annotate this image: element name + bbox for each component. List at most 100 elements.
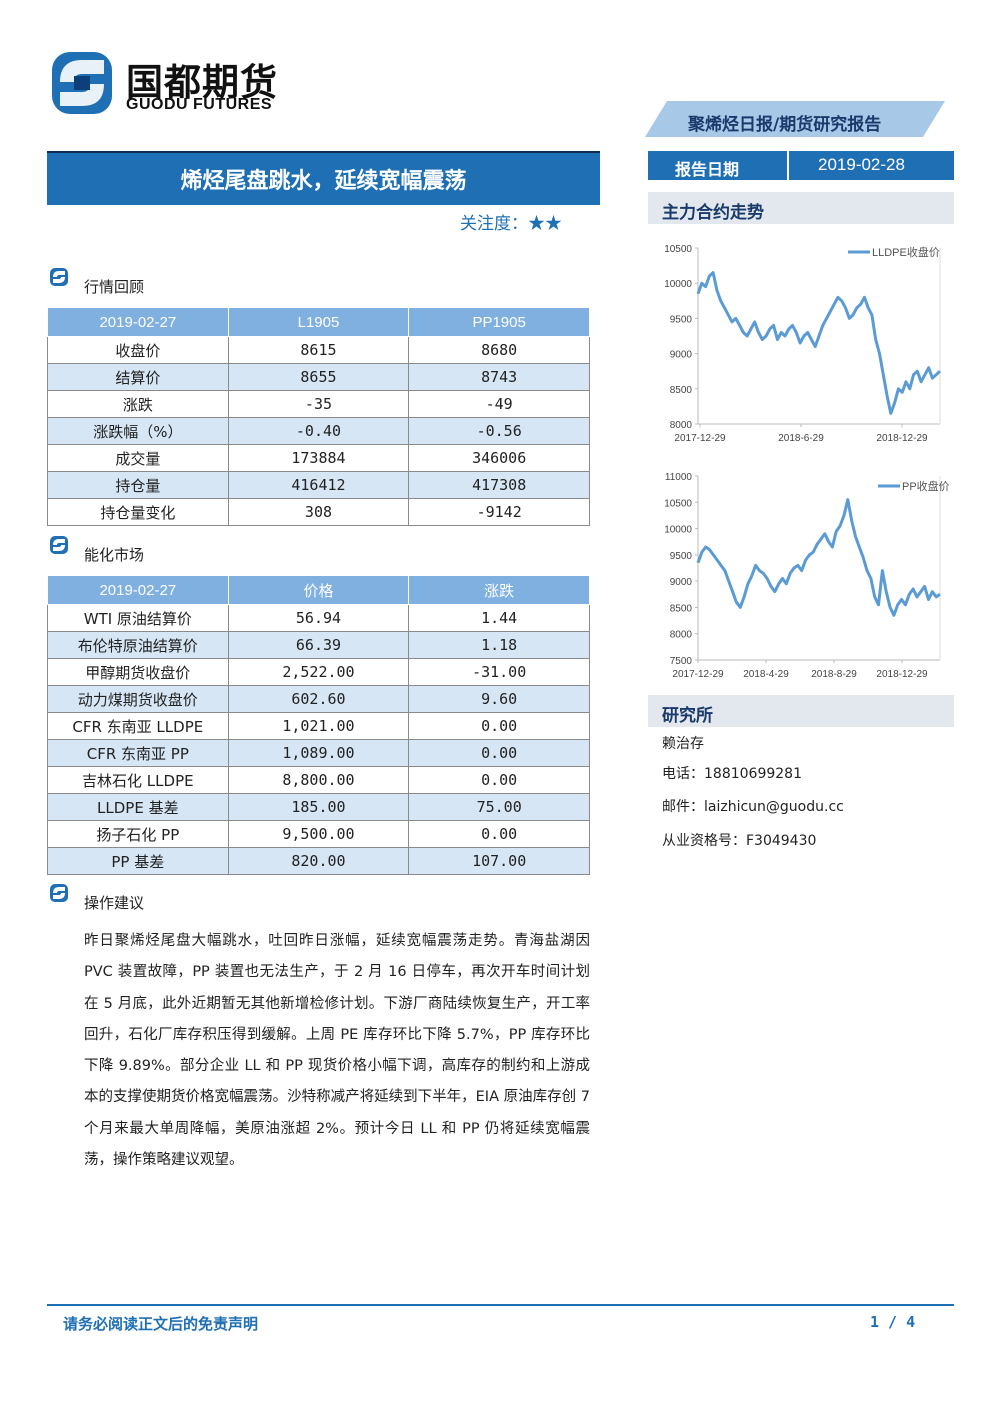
cell-value: 346006 [408,444,590,472]
y-tick-label: 9500 [670,551,693,562]
cell-value: -31.00 [408,658,590,686]
table-header-row: 2019-02-27 价格 涨跌 [47,575,590,605]
title-bar [47,151,600,205]
table-row: 涨跌 -35 -49 [47,390,590,418]
cell-value: 1.44 [408,604,590,632]
pp-chart: 7500 8000 8500 9000 9500 10000 10500 11000 2017-… [664,472,950,680]
table-header-row: 2019-02-27 L1905 PP1905 [47,307,590,337]
table-row: WTI 原油结算价 56.94 1.44 [47,604,590,632]
cell-value: 8743 [408,363,590,391]
y-tick-label: 10000 [664,525,692,536]
cell-value: 8680 [408,336,590,364]
cell-value: 9,500.00 [227,820,410,848]
cell-value: 56.94 [227,604,410,632]
y-tick-label: 8500 [670,385,693,396]
cell-value: 0.00 [408,739,590,767]
series-line [696,498,941,617]
cell-value: 0.00 [408,712,590,740]
divider [787,151,789,180]
cell-value: 308 [227,498,410,526]
column-header: 2019-02-27 [47,307,229,337]
analyst-license: 从业资格号：F3049430 [662,833,817,849]
report-date-label: 报告日期 [675,160,740,179]
y-tick-label: 7500 [670,656,693,667]
section-title-energy-market: 能化市场 [84,546,145,564]
y-tick-label: 10500 [664,244,692,255]
lldpe-chart: 8000 8500 9000 9500 10000 10500 2017-12-29 2018… [664,244,942,444]
y-tick-label: 10000 [664,279,692,290]
legend-label: PP收盘价 [902,479,950,493]
cell-value: 820.00 [227,847,410,875]
row-label: 甲醇期货收盘价 [47,658,229,686]
row-label: 持仓量变化 [47,498,229,526]
section-swirl-icon [50,268,68,286]
table-row: 动力煤期货收盘价 602.60 9.60 [47,685,590,713]
attention-rating: 关注度：★★ [460,209,562,234]
cell-value: 66.39 [227,631,410,659]
table-row: CFR 东南亚 PP 1,089.00 0.00 [47,739,590,767]
table-row: CFR 东南亚 LLDPE 1,021.00 0.00 [47,712,590,740]
column-header: 价格 [227,575,410,605]
y-tick-label: 8000 [670,420,693,431]
report-type-banner [645,101,945,137]
advice-paragraph: 昨日聚烯烃尾盘大幅跳水，吐回昨日涨幅，延续宽幅震荡走势。青海盐湖因 PVC 装置… [84,933,590,1169]
research-title: 研究所 [662,706,713,726]
row-label: 收盘价 [47,336,229,364]
x-tick-label: 2017-12-29 [674,433,726,444]
y-tick-label: 11000 [665,472,693,483]
row-label: CFR 东南亚 PP [47,739,229,767]
brand-name-cn: 国都期货 [126,61,278,104]
table-row: 扬子石化 PP 9,500.00 0.00 [47,820,590,848]
attention-label: 关注度： [460,214,528,234]
table-row: 涨跌幅（%） -0.40 -0.56 [47,417,590,445]
cell-value: 1.18 [408,631,590,659]
table-row: PP 基差 820.00 107.00 [47,847,590,875]
section-swirl-icon [50,884,68,902]
series-line [696,271,942,415]
cell-value: -0.56 [408,417,590,445]
page-number: 1 / 4 [870,1313,916,1331]
cell-value: 107.00 [408,847,590,875]
row-label: 涨跌 [47,390,229,418]
analyst-email[interactable]: 邮件：laizhicun@guodu.cc [662,799,844,815]
section-title-market-review: 行情回顾 [84,278,145,296]
cell-value: 602.60 [227,685,410,713]
y-tick-label: 8000 [670,630,693,641]
disclaimer-link[interactable]: 请务必阅读正文后的免责声明 [63,1315,259,1333]
column-header: 2019-02-27 [47,575,229,605]
cell-value: 173884 [227,444,410,472]
y-tick-label: 9500 [670,314,693,325]
section-title-advice: 操作建议 [84,894,145,912]
row-label: 扬子石化 PP [47,820,229,848]
x-tick-label: 2018-8-29 [811,669,857,680]
column-header: 涨跌 [408,575,590,605]
cell-value: 417308 [408,471,590,499]
cell-value: -0.40 [227,417,410,445]
x-tick-label: 2017-12-29 [672,669,724,680]
row-label: 持仓量 [47,471,229,499]
y-tick-label: 9000 [670,577,693,588]
table-row: LLDPE 基差 185.00 75.00 [47,793,590,821]
table-row: 持仓量 416412 417308 [47,471,590,499]
x-tick-label: 2018-12-29 [876,669,928,680]
row-label: WTI 原油结算价 [47,604,229,632]
x-tick-label: 2018-12-29 [876,433,928,444]
y-tick-label: 8500 [670,603,693,614]
x-tick-label: 2018-6-29 [778,433,824,444]
cell-value: 1,021.00 [227,712,410,740]
cell-value: 8615 [227,336,410,364]
row-label: PP 基差 [47,847,229,875]
market-review-table: 2019-02-27 L1905 PP1905 收盘价 8615 8680 结算价 8… [47,307,590,526]
trend-header [648,192,954,224]
table-row: 结算价 8655 8743 [47,363,590,391]
cell-value: 416412 [227,471,410,499]
table-row: 持仓量变化 308 -9142 [47,498,590,526]
column-header: PP1905 [408,307,590,337]
cell-value: 8655 [227,363,410,391]
table-row: 成交量 173884 346006 [47,444,590,472]
page-title: 烯烃尾盘跳水，延续宽幅震荡 [180,168,467,194]
x-tick-label: 2018-4-29 [743,669,789,680]
legend-label: LLDPE收盘价 [872,245,940,259]
report-type: 聚烯烃日报/期货研究报告 [688,115,882,135]
section-swirl-icon [50,536,68,554]
